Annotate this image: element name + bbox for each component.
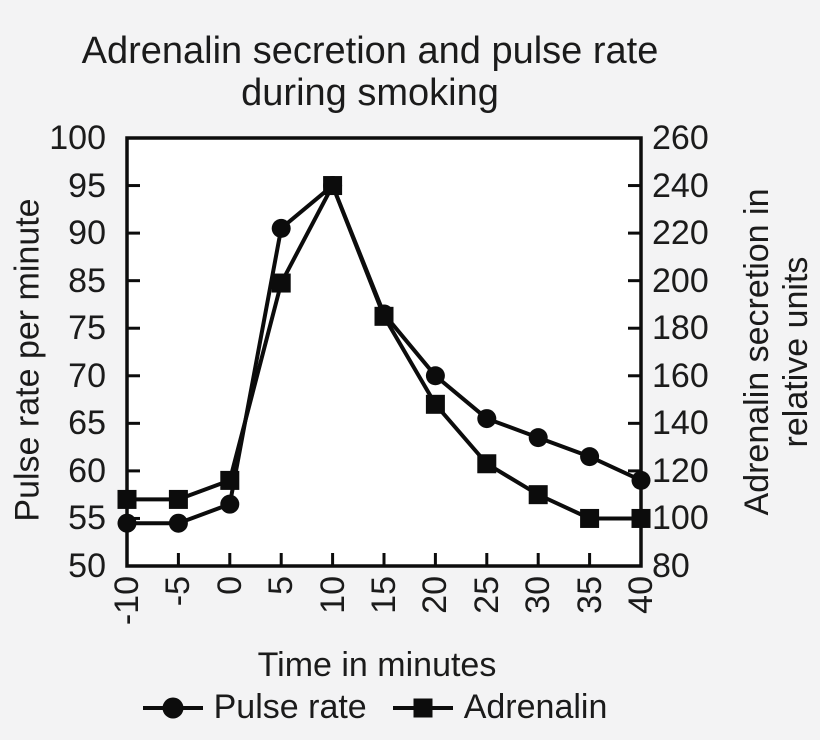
data-point-circle bbox=[425, 366, 445, 386]
data-point-square bbox=[220, 470, 240, 490]
left-axis-tick-label: 90 bbox=[68, 214, 106, 253]
x-axis-tick-label: -5 bbox=[159, 576, 198, 607]
right-axis-tick-label: 120 bbox=[652, 451, 709, 490]
data-point-square bbox=[168, 489, 188, 509]
legend-item-pulse-rate: Pulse rate bbox=[142, 688, 367, 727]
data-point-circle bbox=[580, 447, 600, 467]
right-axis-tick-label: 80 bbox=[652, 547, 690, 585]
data-point-square bbox=[477, 454, 497, 474]
data-point-circle bbox=[117, 513, 137, 533]
left-axis-tick-label: 75 bbox=[68, 309, 106, 348]
x-axis-tick-label: 0 bbox=[210, 576, 249, 595]
right-axis-tick-label: 260 bbox=[652, 119, 709, 157]
legend-line-sample bbox=[142, 697, 203, 718]
data-point-circle bbox=[477, 409, 497, 429]
right-axis-tick-label: 180 bbox=[652, 309, 709, 348]
data-point-circle bbox=[168, 513, 188, 533]
right-axis-tick-label: 100 bbox=[652, 499, 709, 538]
x-axis-title: Time in minutes bbox=[257, 646, 497, 684]
data-point-square bbox=[271, 273, 291, 293]
legend-line-sample bbox=[392, 698, 453, 717]
chart-title-line2: during smoking bbox=[241, 72, 499, 114]
legend-label-adrenalin: Adrenalin bbox=[463, 688, 608, 726]
x-axis-tick-label: 35 bbox=[570, 576, 609, 614]
legend-label-pulse-rate: Pulse rate bbox=[213, 688, 367, 726]
left-axis-title: Pulse rate per minute bbox=[8, 198, 47, 522]
data-point-square bbox=[374, 306, 394, 326]
left-axis-tick-label: 65 bbox=[68, 404, 106, 443]
left-axis-tick-label: 100 bbox=[49, 119, 106, 157]
right-axis-tick-label: 160 bbox=[652, 356, 709, 395]
x-axis-tick-label: 25 bbox=[467, 576, 506, 614]
data-point-circle bbox=[528, 428, 548, 448]
x-axis-tick-label: 40 bbox=[622, 576, 660, 614]
right-axis-title-line1: Adrenalin secretion in bbox=[738, 188, 776, 516]
data-point-square bbox=[631, 508, 651, 528]
x-axis-tick-label: 5 bbox=[262, 576, 301, 595]
x-axis-tick-label: 30 bbox=[519, 576, 558, 614]
left-axis-tick-label: 85 bbox=[68, 261, 106, 300]
right-axis-tick-label: 220 bbox=[652, 214, 709, 253]
left-axis-tick-label: 60 bbox=[68, 451, 106, 490]
square-marker-icon bbox=[413, 698, 433, 717]
data-point-circle bbox=[271, 218, 291, 238]
x-axis-tick-label: -10 bbox=[108, 576, 146, 626]
data-point-square bbox=[528, 485, 548, 505]
left-axis-tick-label: 70 bbox=[68, 356, 106, 395]
data-point-square bbox=[117, 489, 137, 509]
left-axis-tick-label: 50 bbox=[68, 547, 106, 585]
left-axis-tick-label: 95 bbox=[68, 166, 106, 205]
right-axis-tick-label: 240 bbox=[652, 166, 709, 205]
right-axis-title-line2: relative units bbox=[777, 256, 815, 448]
right-axis-title: Adrenalin secretion in relative units bbox=[738, 189, 816, 516]
x-axis-tick-label: 15 bbox=[365, 576, 403, 614]
left-axis-tick-label: 55 bbox=[68, 499, 106, 538]
chart-title: Adrenalin secretion and pulse rate durin… bbox=[0, 30, 740, 114]
data-point-square bbox=[323, 176, 343, 196]
data-point-square bbox=[425, 394, 445, 414]
legend: Pulse rate Adrenalin bbox=[0, 688, 750, 727]
chart-title-line1: Adrenalin secretion and pulse rate bbox=[81, 30, 659, 72]
right-axis-tick-label: 140 bbox=[652, 404, 709, 443]
x-axis-tick-label: 20 bbox=[416, 576, 455, 614]
right-axis-tick-label: 200 bbox=[652, 261, 709, 300]
circle-marker-icon bbox=[162, 697, 184, 718]
data-point-circle bbox=[631, 470, 651, 490]
data-point-square bbox=[580, 508, 600, 528]
x-axis-tick-label: 10 bbox=[313, 576, 352, 614]
plot-frame bbox=[125, 136, 643, 568]
data-point-circle bbox=[220, 494, 240, 514]
legend-item-adrenalin: Adrenalin bbox=[392, 688, 608, 727]
